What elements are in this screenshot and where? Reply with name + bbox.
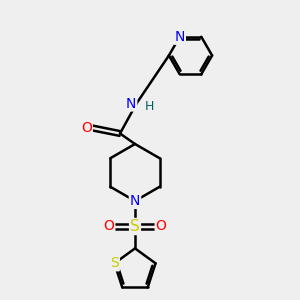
Text: S: S [130, 219, 140, 234]
Text: N: N [175, 30, 185, 44]
Text: O: O [156, 220, 167, 233]
Text: H: H [144, 100, 154, 113]
Text: O: O [103, 220, 114, 233]
Text: O: O [81, 121, 92, 134]
Text: S: S [110, 256, 119, 270]
Text: N: N [126, 97, 136, 110]
Text: N: N [130, 194, 140, 208]
